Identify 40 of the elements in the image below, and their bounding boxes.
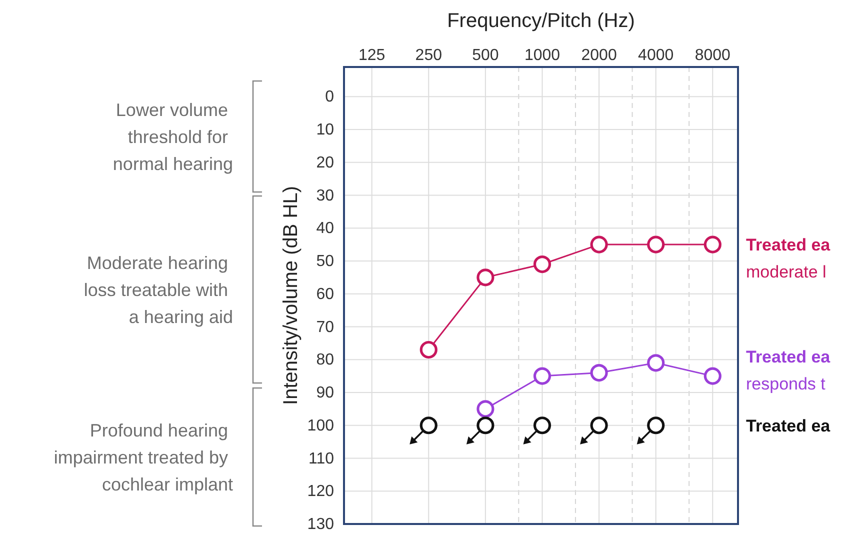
y-tick-label: 40: [316, 220, 334, 238]
x-axis-title: Frequency/Pitch (Hz): [447, 10, 635, 32]
series-label: Treated ea moderate l: [746, 235, 831, 282]
y-axis-title: Intensity/volume (dB HL): [280, 186, 302, 405]
y-tick-label: 80: [316, 352, 334, 369]
point: [476, 268, 494, 286]
point: [533, 255, 552, 274]
y-tick-label: 100: [307, 417, 334, 434]
point: [590, 236, 608, 254]
y-tick-label: 10: [316, 122, 334, 139]
point: [533, 416, 552, 434]
point: [704, 236, 722, 254]
point: [590, 416, 608, 434]
x-tick-label: 250: [415, 47, 442, 64]
y-tick-label: 110: [308, 450, 334, 468]
point: [420, 416, 438, 434]
point: [647, 416, 665, 434]
x-tick-label: 500: [472, 47, 499, 64]
y-tick-label: 60: [316, 286, 334, 303]
y-tick-label: 30: [316, 187, 334, 204]
y-tick-label: 120: [307, 483, 334, 500]
y-tick-label: 90: [316, 384, 334, 402]
y-tick-label: 20: [316, 154, 334, 172]
point: [476, 416, 494, 434]
x-tick-label: 2000: [581, 47, 617, 64]
y-tick-label: 0: [325, 88, 334, 106]
x-tick-label: 4000: [638, 47, 674, 64]
text: Profound hearing impairment treated by cochlear implant: [54, 420, 233, 494]
y-tick-label: 50: [316, 253, 334, 270]
series-label: Treated ea responds t: [746, 347, 831, 394]
x-tick-label: 1000: [524, 47, 560, 64]
text: Moderate hearing loss treatable with a hearing aid: [84, 252, 233, 327]
x-tick-label: 125: [358, 47, 386, 64]
point: [420, 340, 438, 359]
point: [647, 236, 665, 254]
x-tick-label: 8000: [694, 47, 731, 64]
y-tick-label: 130: [307, 516, 334, 533]
text: Treated ea: [746, 416, 831, 436]
y-tick-label: 70: [316, 318, 334, 336]
text: Lower volume threshold for normal hearing: [112, 100, 233, 174]
